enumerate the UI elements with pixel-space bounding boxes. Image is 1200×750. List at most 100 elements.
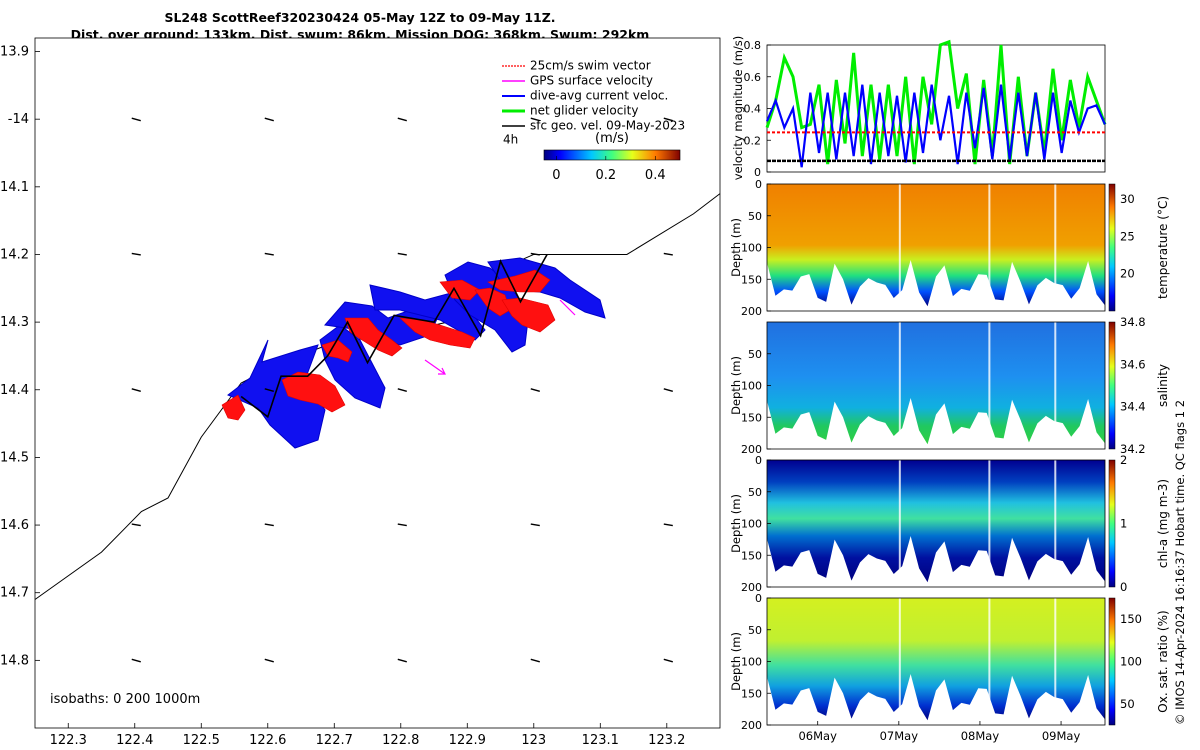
sfc-geo-arrow [264, 658, 274, 663]
oxygen-y-tick-label: 100 [741, 656, 762, 669]
map-y-tick-label: -14 [8, 112, 29, 127]
chl-a-colorbar-tick-label: 0 [1120, 580, 1127, 594]
oxygen-y-tick-label: 200 [741, 719, 762, 732]
velocity-series [765, 39, 1107, 168]
map-x-tick-label: 122.8 [382, 733, 419, 748]
velocity-y-tick-label: 0.6 [744, 71, 762, 84]
velocity-y-axis: 0 0.2 0.4 0.6 0.8 [744, 39, 771, 179]
gps-velocity-arrow [559, 299, 576, 316]
gps-velocity-arrow [424, 359, 446, 375]
salinity-colorbar-tick-label: 34.8 [1120, 315, 1146, 329]
salinity-colorbar [1108, 321, 1116, 450]
swim-vector-cluster [281, 371, 346, 413]
salinity-colorbar-tick-label: 34.6 [1120, 357, 1146, 371]
temperature-data-gap [1054, 184, 1057, 311]
map-x-tick-label: 123.1 [582, 733, 619, 748]
velocity-y-tick-label: 0.4 [744, 103, 762, 116]
salinity-y-tick-label: 50 [748, 348, 762, 361]
sfc-geo-arrow [397, 658, 407, 663]
sfc-geo-arrow [264, 117, 274, 122]
temperature-y-tick-label: 200 [741, 305, 762, 318]
salinity-y-tick-label: 100 [741, 380, 762, 393]
map-y-tick-label: 14.6 [0, 518, 29, 533]
chl-a-data-gap [988, 460, 991, 587]
swim-vector-cluster [501, 297, 556, 333]
chl-a-y-label: Depth (m) [729, 494, 743, 553]
oxygen-colorbar-tick-label: 50 [1120, 697, 1135, 711]
temperature-y-tick-label: 100 [741, 242, 762, 255]
temperature-colorbar-label: temperature (°C) [1156, 196, 1170, 299]
velocity-panel: 0 0.2 0.4 0.6 0.8 velocity magnitude (m/s) [731, 36, 1107, 180]
chl-a-colorbar [1108, 459, 1116, 588]
sfc-geo-arrow [530, 523, 540, 527]
chart-title-line-1: SL248 ScottReef320230424 05-May 12Z to 0… [164, 10, 556, 25]
salinity-y-label: Depth (m) [729, 356, 743, 415]
temperature-data-gap [898, 184, 901, 311]
sfc-geo-arrow [131, 523, 141, 527]
temperature-colorbar-tick-label: 25 [1120, 229, 1135, 243]
legend-item-swim-vector: 25cm/s swim vector [530, 59, 651, 73]
chl-a-y-tick-label: 0 [755, 454, 762, 467]
colorbar-ticks: 0 0.2 0.4 [552, 156, 666, 183]
chl-a-section-panel: 0 50 100 150 200 Depth (m) 0 1 2 chl-a (mg m-3) [729, 453, 1170, 594]
gps-velocity-arrow-head [438, 367, 446, 375]
map-x-tick-label: 122.4 [116, 733, 153, 748]
sfc-geo-arrow [663, 388, 673, 392]
oxygen-x-tick-label: 06May [798, 729, 837, 743]
legend-note: 4h [503, 133, 518, 147]
sfc-geo-arrow [663, 658, 673, 663]
colorbar-tick-label: 0 [552, 168, 560, 183]
sfc-geo-arrow [663, 252, 673, 256]
oxygen-colorbar-label: Ox. sat. ratio (%) [1156, 610, 1170, 712]
swim-vector-cluster [399, 317, 476, 349]
salinity-section-panel: 50 100 150 200 Depth (m) 34.2 34.4 34.6 34.8 sali… [729, 315, 1170, 456]
sfc-geo-velocity-arrows [131, 117, 673, 663]
sfc-geo-arrow [264, 523, 274, 527]
salinity-data-gap [1054, 322, 1057, 449]
colorbar-tick-label: 0.2 [595, 168, 616, 183]
map-panel: 122.3 122.4 122.5 122.6 122.7 122.8 122.9 123 12… [0, 37, 721, 748]
sfc-geo-arrow [530, 117, 540, 122]
chl-a-y-tick-label: 150 [741, 549, 762, 562]
sfc-geo-arrow [530, 658, 540, 663]
legend-item-gps-velocity: GPS surface velocity [530, 74, 653, 88]
oxygen-data-gap [988, 598, 991, 725]
sfc-geo-arrow [663, 523, 673, 527]
sfc-geo-arrow [530, 388, 540, 392]
sfc-geo-arrow [397, 252, 407, 256]
map-y-tick-label: 14.8 [0, 653, 29, 668]
map-y-tick-label: 14.2 [0, 247, 29, 262]
legend-item-sfc-geo: sfc geo. vel. 09-May-2023 [530, 119, 685, 133]
oxygen-y-tick-label: 50 [748, 624, 762, 637]
swim-vector-cluster [221, 394, 246, 421]
chl-a-y-tick-label: 50 [748, 486, 762, 499]
sfc-geo-arrow [131, 252, 141, 256]
sfc-geo-arrow [131, 658, 141, 663]
temperature-data-field [767, 184, 1105, 307]
glider-track [240, 254, 548, 419]
chl-a-colorbar-tick-label: 1 [1120, 517, 1127, 531]
map-x-tick-label: 122.3 [50, 733, 87, 748]
sfc-geo-arrow [397, 523, 407, 527]
map-x-tick-label: 122.6 [249, 733, 286, 748]
salinity-data-field [767, 322, 1105, 445]
salinity-data-gap [988, 322, 991, 449]
salinity-y-tick-label: 200 [741, 443, 762, 456]
map-x-axis: 122.3 122.4 122.5 122.6 122.7 122.8 122.9 123 12… [50, 723, 685, 748]
temperature-y-tick-label: 150 [741, 273, 762, 286]
map-y-tick-label: 14.3 [0, 315, 29, 330]
velocity-y-tick-label: 0.2 [744, 134, 762, 147]
sfc-geo-arrow [397, 388, 407, 392]
sfc-geo-arrow [397, 117, 407, 122]
isobaths-label: isobaths: 0 200 1000m [50, 692, 200, 707]
legend-item-net-velocity: net glider velocity [530, 104, 638, 118]
map-y-tick-label: 14.7 [0, 586, 29, 601]
temperature-section-panel: 0 50 100 150 200 Depth (m) 20 25 30 temperature (… [729, 178, 1170, 318]
oxygen-x-tick-label: 09May [1042, 729, 1081, 743]
map-y-tick-label: 13.9 [0, 45, 29, 60]
colorbar-label: (m/s) [595, 131, 629, 146]
chl-a-data-gap [898, 460, 901, 587]
chl-a-data-gap [1054, 460, 1057, 587]
